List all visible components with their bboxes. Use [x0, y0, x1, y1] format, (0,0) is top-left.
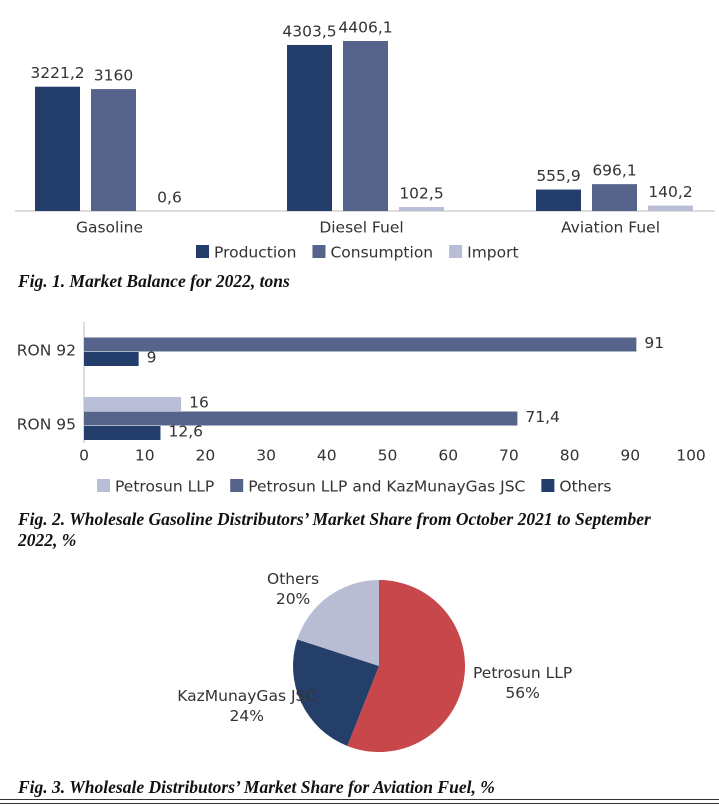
x-tick-label: 80	[560, 447, 580, 465]
x-tick-label: Diesel Fuel	[319, 219, 403, 237]
legend-swatch	[449, 245, 463, 258]
legend-label: Consumption	[330, 244, 433, 262]
x-tick-label: 20	[196, 447, 216, 465]
bar	[84, 411, 518, 426]
pie-slice	[347, 580, 466, 752]
slice-value: 24%	[229, 707, 263, 725]
slice-value: 20%	[276, 590, 310, 608]
legend-swatch	[196, 245, 209, 258]
rule	[0, 803, 719, 804]
x-tick-label: 100	[676, 447, 706, 465]
value-label: 140,2	[648, 183, 692, 201]
legend-label: Petrosun LLP	[115, 478, 214, 496]
value-label: 3221,2	[30, 64, 84, 82]
pie-slice	[293, 639, 379, 746]
x-tick-label: Gasoline	[76, 219, 143, 237]
slice-value: 56%	[505, 684, 539, 702]
x-tick-label: 90	[620, 447, 640, 465]
y-tick-label: RON 95	[17, 416, 76, 434]
value-label: 9	[147, 349, 157, 367]
legend-swatch	[541, 479, 555, 492]
bar	[287, 44, 332, 211]
y-tick-label: RON 92	[17, 342, 76, 360]
value-label: 102,5	[399, 185, 443, 203]
x-tick-label: Aviation Fuel	[561, 219, 660, 237]
bar	[84, 426, 161, 440]
value-label: 71,4	[525, 408, 560, 426]
bar	[536, 189, 581, 211]
value-label: 16	[189, 394, 209, 412]
x-tick-label: 60	[438, 447, 458, 465]
rule	[0, 799, 719, 800]
bar	[343, 41, 388, 211]
value-label: 4303,5	[282, 22, 336, 40]
value-label: 555,9	[536, 167, 580, 185]
x-tick-label: 50	[378, 447, 398, 465]
x-tick-label: 0	[79, 447, 89, 465]
bar	[399, 207, 444, 211]
value-label: 91	[644, 334, 664, 352]
x-tick-label: 10	[135, 447, 155, 465]
legend-label: Others	[559, 478, 611, 496]
bar	[592, 184, 637, 211]
figure-caption: Fig. 3. Wholesale Distributors’ Market S…	[18, 777, 495, 797]
x-tick-label: 70	[499, 447, 519, 465]
bar	[91, 89, 136, 211]
legend-label: Import	[467, 244, 518, 262]
value-label: 4406,1	[338, 19, 392, 37]
value-label: 696,1	[592, 162, 636, 180]
value-label: 12,6	[168, 423, 203, 441]
pie-slice	[297, 580, 379, 666]
slice-label: Others	[267, 570, 319, 588]
bar	[648, 205, 693, 211]
bar	[84, 352, 139, 366]
figure-caption: Fig. 1. Market Balance for 2022, tons	[18, 271, 290, 291]
legend-swatch	[312, 245, 326, 258]
bar	[84, 337, 637, 352]
legend-swatch	[97, 479, 110, 492]
legend-label: Production	[214, 244, 296, 262]
legend-label: Petrosun LLP and KazMunayGas JSC	[248, 478, 525, 496]
value-label: 3160	[94, 67, 133, 85]
legend-swatch	[230, 479, 244, 492]
slice-label: Petrosun LLP	[473, 664, 572, 682]
x-tick-label: 30	[256, 447, 276, 465]
value-label: 0,6	[157, 188, 182, 206]
x-tick-label: 40	[317, 447, 337, 465]
bar	[84, 397, 182, 411]
slice-label: KazMunayGas JSC	[177, 687, 316, 705]
bar	[35, 86, 80, 211]
figure-caption: Fig. 2. Wholesale Gasoline Distributors’…	[18, 509, 651, 550]
